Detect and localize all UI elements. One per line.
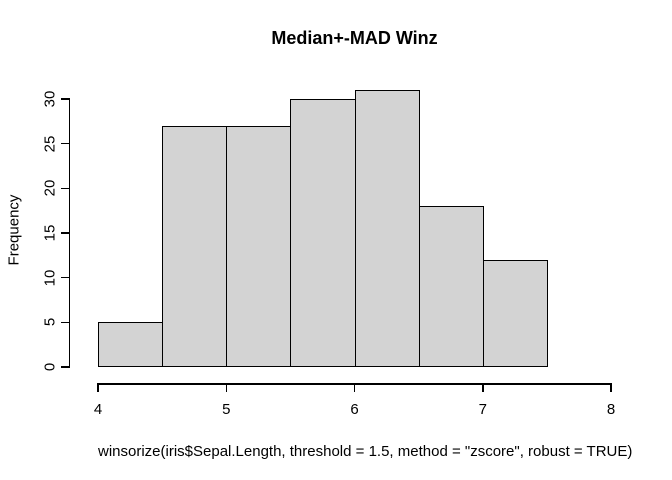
y-tick-label: 0 [41,362,59,372]
y-tick [61,321,70,324]
y-tick-label: 10 [41,269,59,286]
histogram-bar [290,99,356,367]
x-axis-label: winsorize(iris$Sepal.Length, threshold =… [98,443,633,460]
x-tick-label: 4 [93,401,103,418]
y-tick-label: 30 [41,90,59,108]
x-tick-label: 5 [222,401,231,418]
histogram-bar [419,206,484,367]
x-tick-label: 7 [478,401,487,418]
y-tick [61,232,70,234]
y-tick-label: 15 [41,224,59,242]
x-tick-label: 8 [606,401,616,418]
histogram-bar [226,126,291,367]
x-tick [482,383,484,392]
x-tick [97,383,99,392]
y-tick-label: 5 [41,318,59,327]
y-tick [61,366,70,368]
y-tick [61,98,70,100]
y-tick-label: 20 [41,179,59,197]
histogram-bar [98,322,163,367]
x-tick-label: 6 [350,401,359,418]
chart-title: Median+-MAD Winz [271,28,438,48]
x-tick [353,383,356,392]
histogram-bar [355,90,420,367]
histogram-bar [162,126,227,367]
histogram-bar [483,260,548,367]
y-tick-label: 25 [41,135,59,152]
y-tick [61,187,70,190]
y-tick [61,142,70,145]
y-tick [61,276,70,279]
x-tick [225,383,227,392]
x-tick [610,383,612,392]
